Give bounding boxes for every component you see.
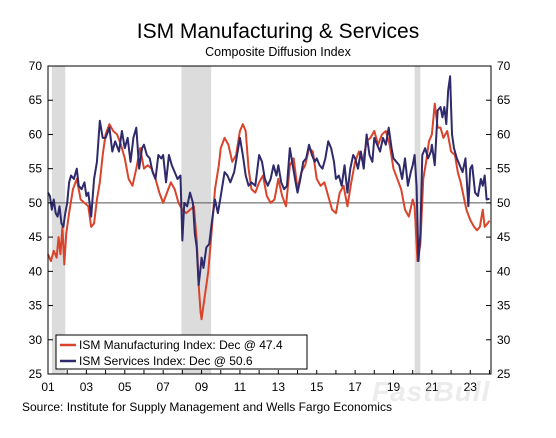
- x-tick-label: 19: [387, 380, 401, 394]
- legend-label-0: ISM Manufacturing Index: Dec @ 47.4: [79, 338, 283, 352]
- y-tick-label-right: 40: [497, 264, 511, 278]
- x-tick-label: 23: [464, 380, 478, 394]
- x-tick-label: 11: [234, 380, 247, 394]
- series-lines: [47, 75, 491, 321]
- x-tick-label: 15: [310, 380, 324, 394]
- y-tick-label-right: 70: [497, 59, 511, 73]
- y-tick-label-left: 55: [29, 162, 43, 176]
- x-tick-label: 05: [118, 380, 132, 394]
- y-tick-label-left: 25: [29, 367, 43, 381]
- recession-band-0: [51, 66, 66, 374]
- y-tick-label-left: 70: [29, 59, 43, 73]
- y-tick-label-left: 40: [29, 264, 43, 278]
- x-tick-label: 01: [41, 380, 55, 394]
- y-tick-label-left: 65: [29, 93, 43, 107]
- y-tick-label-right: 55: [497, 162, 511, 176]
- legend-box: [55, 334, 308, 370]
- y-tick-label-right: 50: [497, 196, 511, 210]
- plot-frame: [47, 65, 492, 375]
- x-tick-label: 09: [195, 380, 209, 394]
- chart-subtitle: Composite Diffusion Index: [205, 45, 351, 59]
- y-tick-label-right: 35: [497, 299, 511, 313]
- y-tick-label-right: 60: [497, 127, 511, 141]
- series-line-manufacturing: [47, 102, 491, 321]
- y-axis-right: 25 30 35 40 45 50 55 60 65 70: [486, 59, 511, 381]
- recession-band-1: [181, 66, 212, 374]
- chart-title: ISM Manufacturing & Services: [136, 20, 420, 43]
- watermark-logo: FastBull: [372, 376, 491, 407]
- y-tick-label-left: 60: [29, 127, 43, 141]
- x-tick-label: 17: [348, 380, 362, 394]
- series-line-services: [47, 75, 490, 287]
- x-tick-label: 13: [272, 380, 286, 394]
- y-tick-label-left: 30: [29, 333, 43, 347]
- x-tick-label: 03: [80, 380, 94, 394]
- y-tick-label-right: 45: [497, 230, 511, 244]
- x-tick-label: 21: [425, 380, 439, 394]
- y-tick-label-left: 50: [29, 196, 43, 210]
- x-tick-label: 07: [156, 380, 170, 394]
- y-tick-label-left: 35: [29, 299, 43, 313]
- y-tick-label-right: 65: [497, 93, 511, 107]
- y-tick-label-right: 25: [497, 367, 511, 381]
- x-axis: 01 03 05 07 09 11 13 15 17 19 21 23: [41, 370, 490, 394]
- y-axis-left: 25 30 35 40 45 50 55 60 65 70: [29, 59, 53, 381]
- legend-label-1: ISM Services Index: Dec @ 50.6: [79, 354, 253, 368]
- y-tick-label-right: 30: [497, 333, 511, 347]
- recession-bands: [51, 66, 421, 374]
- y-tick-label-left: 45: [29, 230, 43, 244]
- source-note: Source: Institute for Supply Management …: [22, 400, 392, 414]
- legend: ISM Manufacturing Index: Dec @ 47.4 ISM S…: [55, 334, 308, 370]
